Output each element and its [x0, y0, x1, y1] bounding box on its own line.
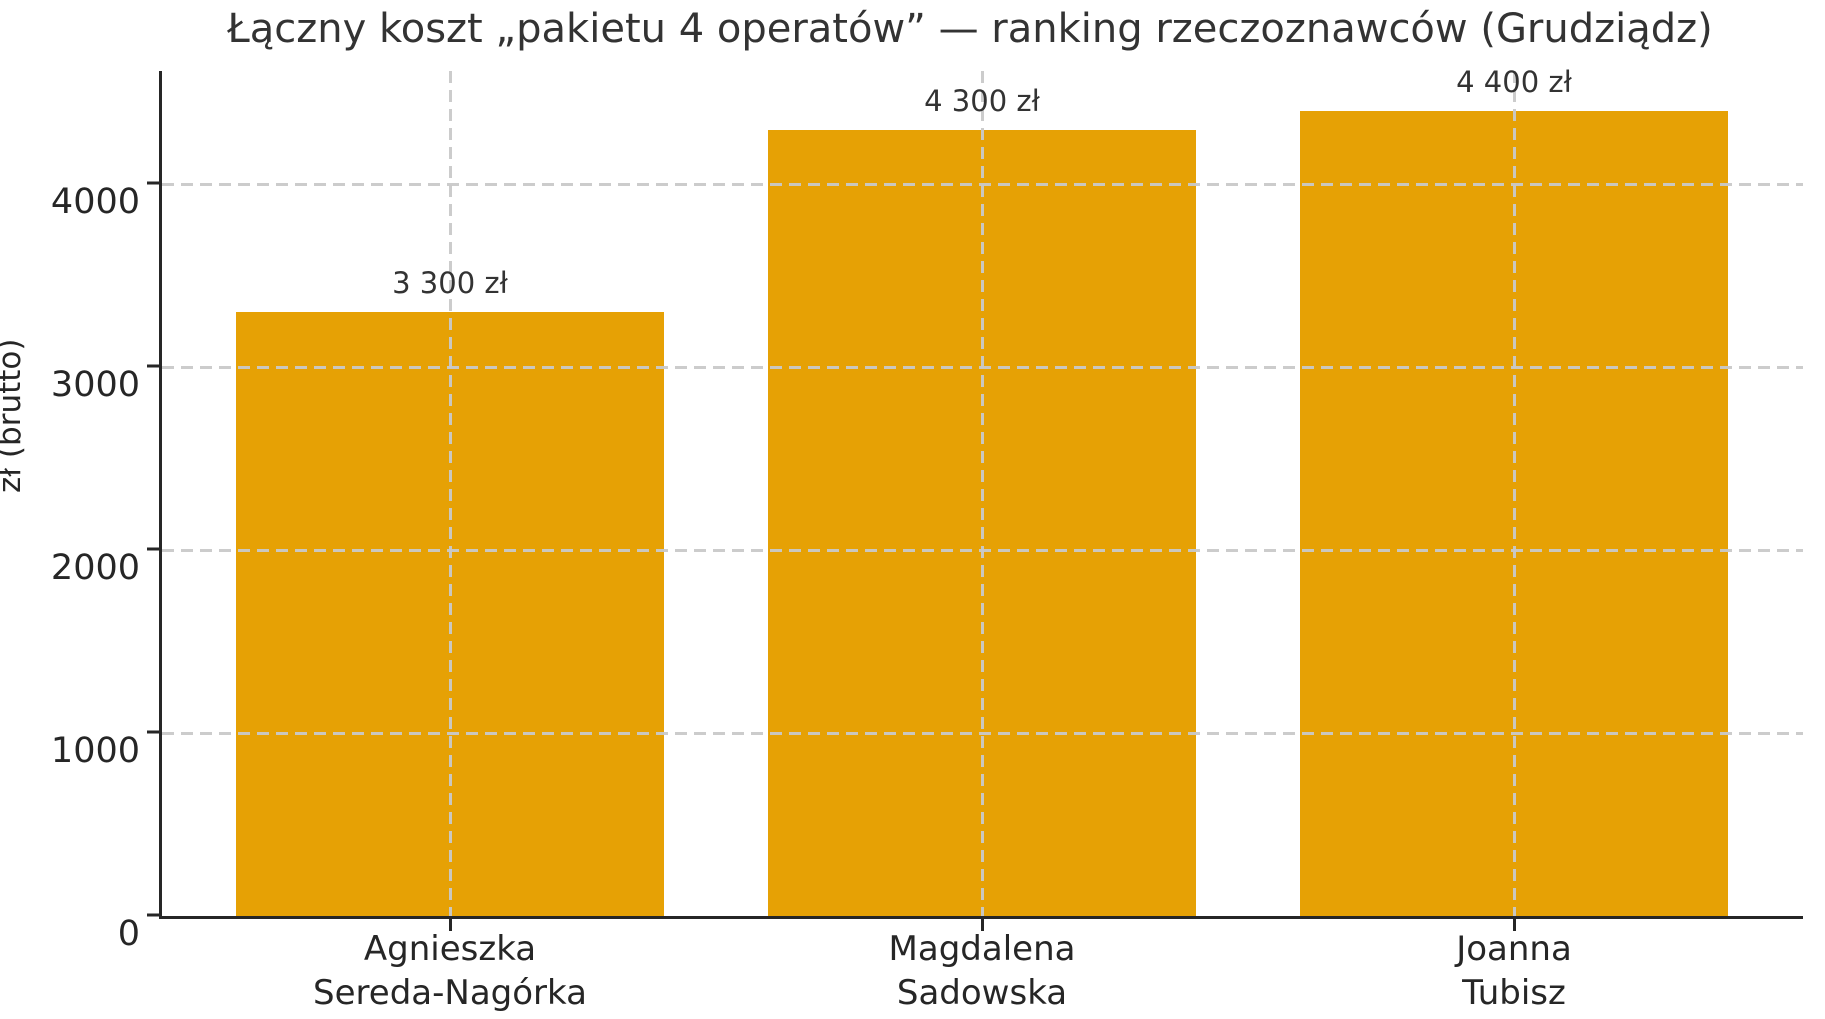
x-tick-mark-3	[1512, 919, 1516, 931]
y-axis-label: zł (brutto)	[0, 338, 28, 493]
x-tick-label-3: Joanna Tubisz	[1234, 928, 1794, 1015]
bar-value-label-2: 4 300 zł	[924, 83, 1040, 118]
bar-value-label-1: 3 300 zł	[392, 266, 508, 301]
v-gridline-3	[1512, 71, 1516, 916]
y-tick-label-1000: 1000	[50, 731, 140, 772]
y-tick-mark-0	[147, 913, 159, 916]
x-tick-mark-2	[980, 919, 984, 931]
y-tick-label-3000: 3000	[50, 365, 140, 406]
y-tick-label-4000: 4000	[50, 182, 140, 223]
y-tick-label-0: 0	[117, 914, 140, 954]
v-gridline-2	[980, 71, 984, 916]
x-tick-label-1: Agnieszka Sereda-Nagórka	[170, 928, 730, 1015]
v-gridline-1	[448, 71, 452, 916]
y-tick-mark-4000	[147, 181, 159, 185]
y-tick-label-2000: 2000	[50, 548, 140, 589]
bar-value-label-3: 4 400 zł	[1456, 65, 1572, 100]
x-tick-label-1-line-1: Agnieszka	[363, 929, 537, 969]
x-tick-label-3-line-1: Joanna	[1456, 929, 1572, 969]
x-tick-mark-1	[448, 919, 452, 931]
x-tick-label-1-line-2: Sereda-Nagórka	[313, 972, 587, 1013]
y-tick-mark-2000	[147, 547, 159, 551]
x-tick-label-2-line-1: Magdalena	[888, 929, 1076, 969]
chart-title: Łączny koszt „pakietu 4 operatów” — rank…	[227, 6, 1713, 52]
plot-area: 0 1000 2000 3000 4000 Agnieszka Sereda-Nagórka…	[51, 65, 1803, 1013]
x-tick-label-2-line-2: Sadowska	[896, 972, 1068, 1013]
x-tick-label-3-line-2: Tubisz	[1462, 972, 1566, 1013]
y-tick-mark-1000	[147, 730, 159, 734]
y-tick-mark-3000	[147, 364, 159, 368]
x-tick-label-2: Magdalena Sadowska	[702, 928, 1262, 1015]
